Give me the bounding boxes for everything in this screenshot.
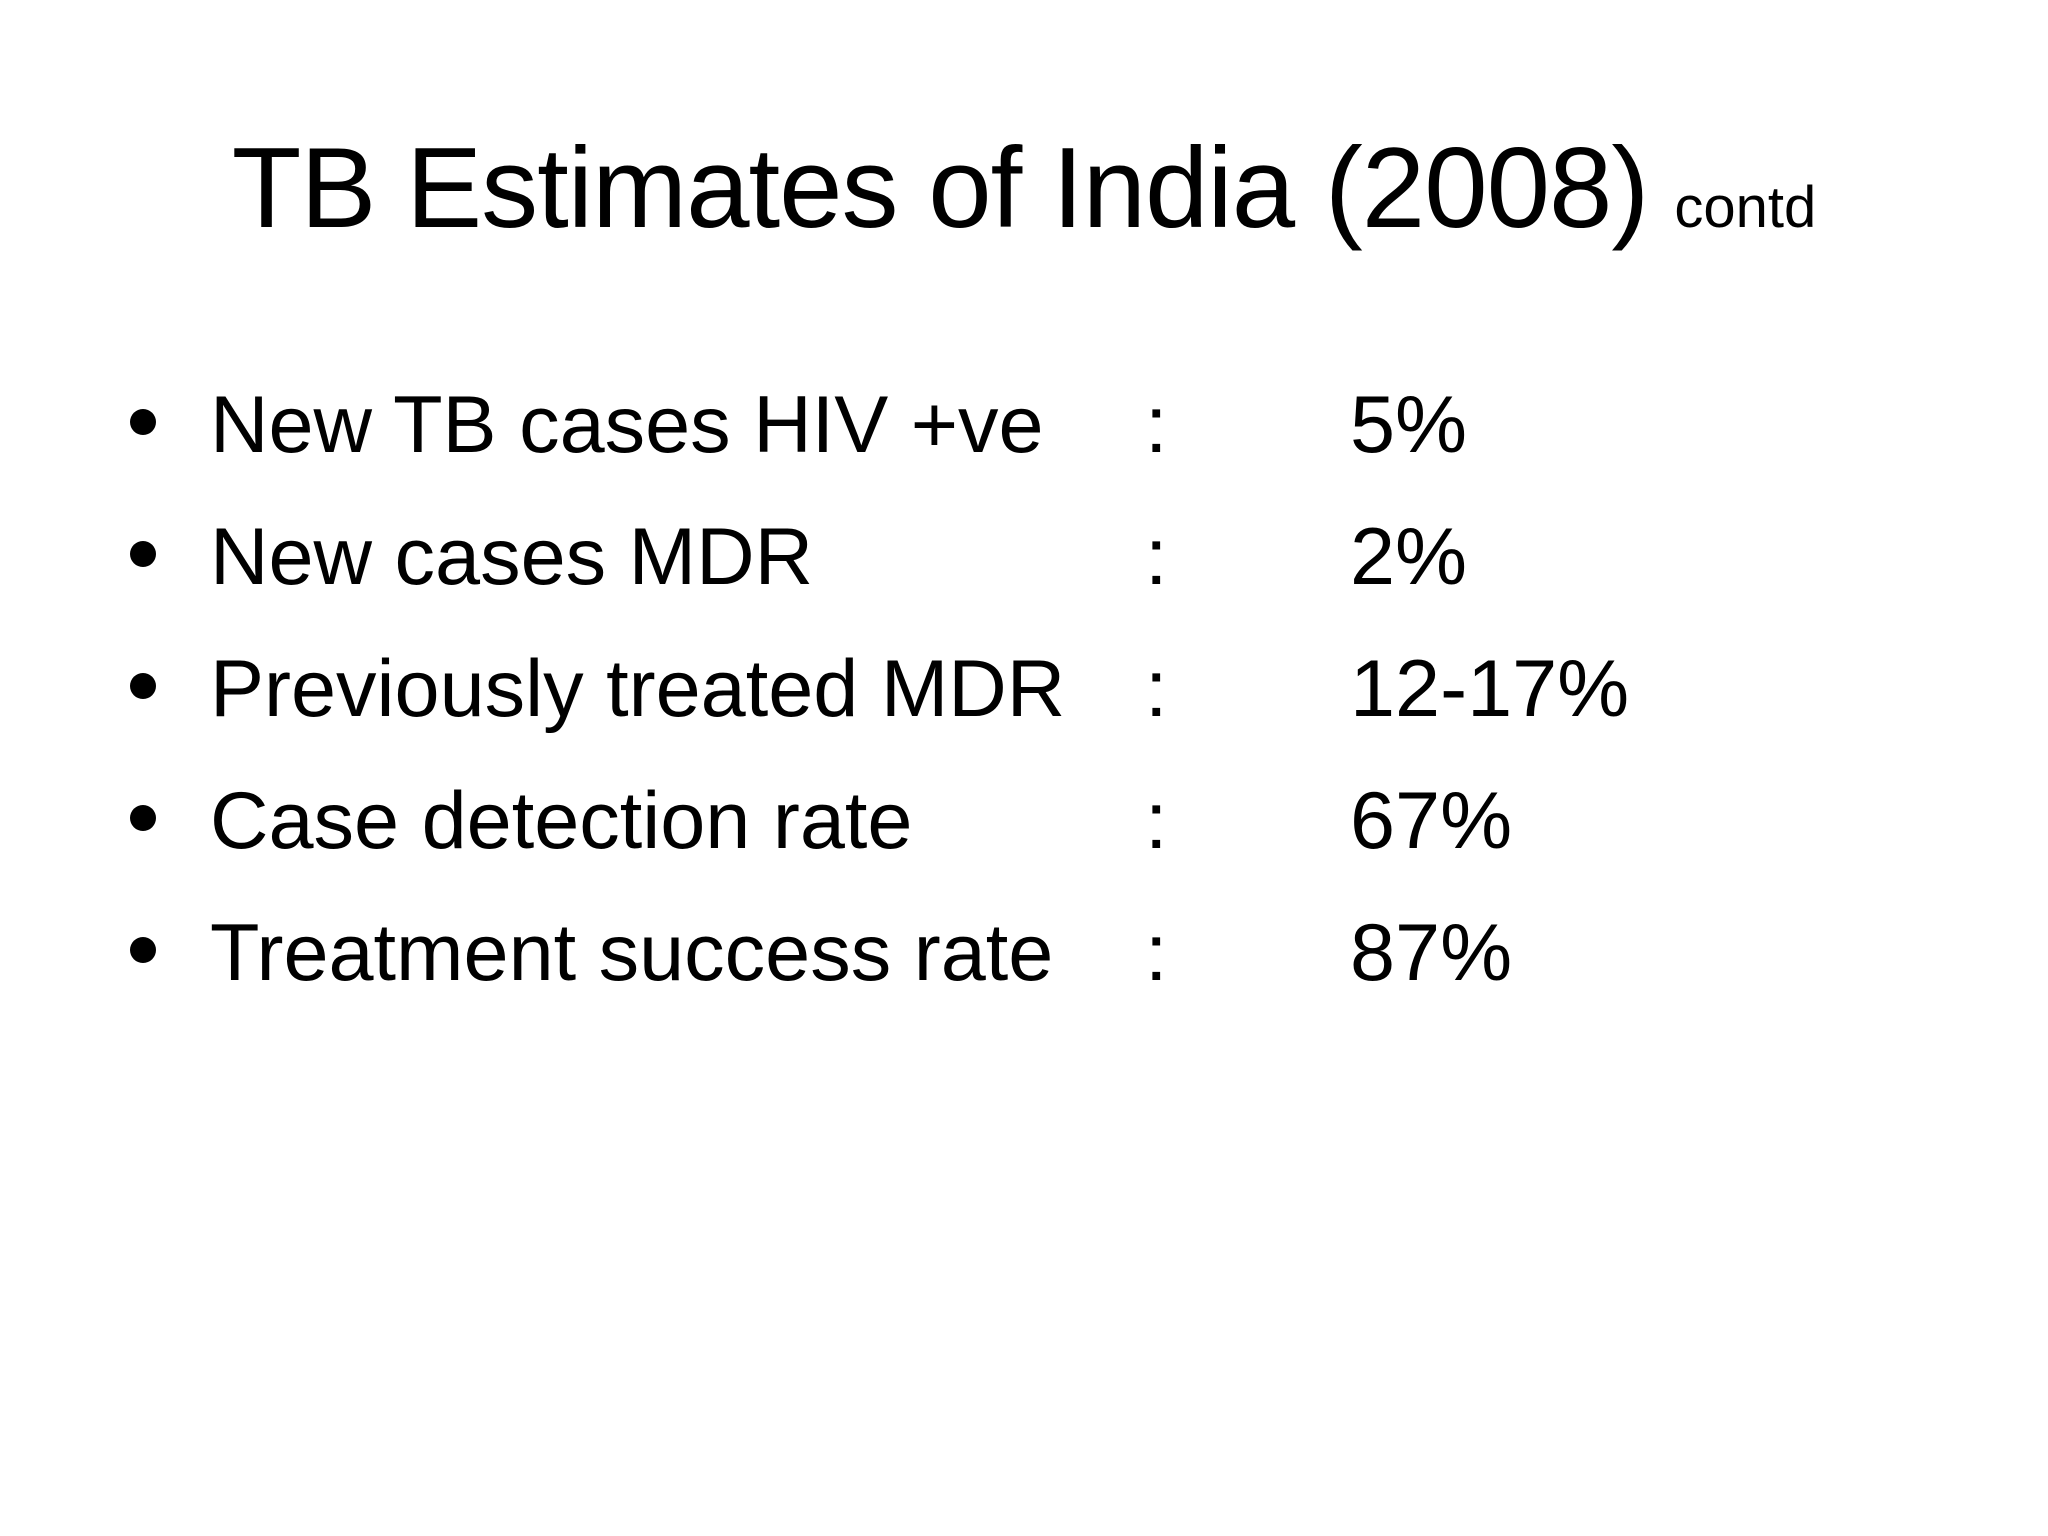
- list-item: New TB cases HIV +ve : 5%: [0, 359, 2048, 491]
- bullet-value: 12-17%: [1350, 644, 1630, 734]
- bullet-separator: :: [1145, 776, 1168, 866]
- list-item: New cases MDR : 2%: [0, 491, 2048, 623]
- bullet-label: Treatment success rate: [210, 908, 1054, 998]
- bullet-icon: [130, 937, 156, 963]
- bullet-separator: :: [1145, 380, 1168, 470]
- bullet-icon: [130, 673, 156, 699]
- bullet-value: 5%: [1350, 380, 1468, 470]
- bullet-label: Previously treated MDR: [210, 644, 1066, 734]
- bullet-separator: :: [1145, 908, 1168, 998]
- list-item: Previously treated MDR : 12-17%: [0, 623, 2048, 755]
- bullet-icon: [130, 805, 156, 831]
- bullet-value: 2%: [1350, 512, 1468, 602]
- bullet-separator: :: [1145, 512, 1168, 602]
- bullet-separator: :: [1145, 644, 1168, 734]
- bullet-value: 87%: [1350, 908, 1513, 998]
- bullet-value: 67%: [1350, 776, 1513, 866]
- bullet-icon: [130, 541, 156, 567]
- list-item: Treatment success rate : 87%: [0, 887, 2048, 1019]
- bullet-icon: [130, 409, 156, 435]
- bullet-label: Case detection rate: [210, 776, 913, 866]
- list-item: Case detection rate : 67%: [0, 755, 2048, 887]
- slide-title: TB Estimates of India (2008) contd: [0, 132, 2048, 246]
- bullet-label: New cases MDR: [210, 512, 814, 602]
- page-title: TB Estimates of India (2008): [231, 125, 1650, 252]
- bullet-list: New TB cases HIV +ve : 5% New cases MDR …: [0, 359, 2048, 1019]
- bullet-label: New TB cases HIV +ve: [210, 380, 1044, 470]
- title-continued-label: contd: [1674, 175, 1817, 240]
